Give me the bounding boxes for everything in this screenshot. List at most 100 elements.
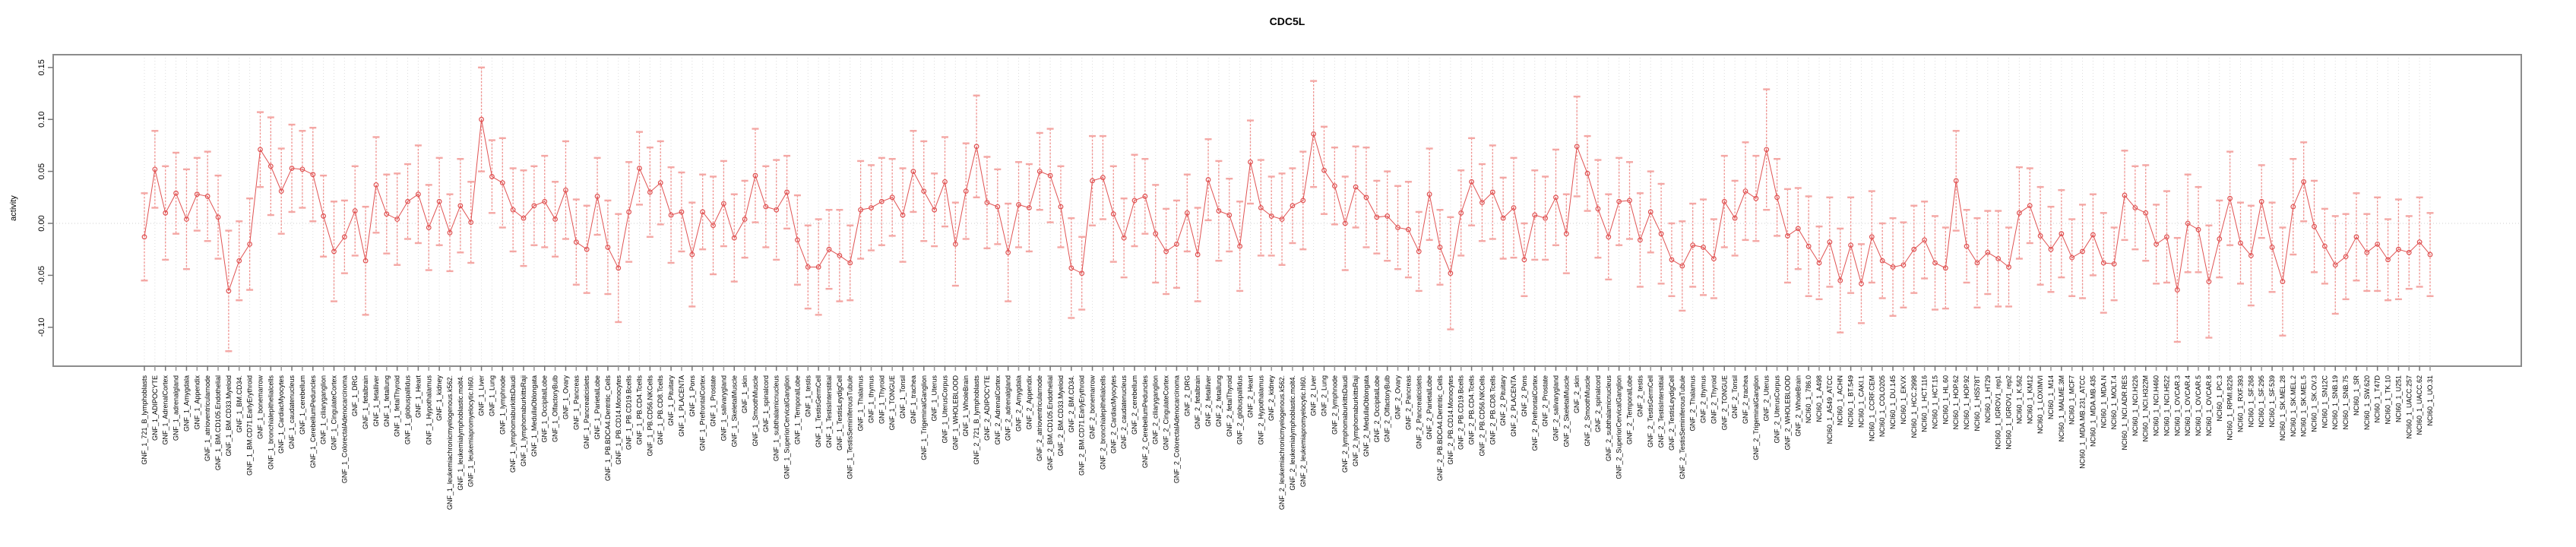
data-point	[1131, 198, 1138, 204]
svg-text:GNF_1_OccipitalLobe: GNF_1_OccipitalLobe	[541, 375, 549, 443]
svg-text:GNF_1_TestisGermCell: GNF_1_TestisGermCell	[815, 375, 822, 447]
data-point	[973, 144, 979, 150]
svg-text:GNF_2_fetallung: GNF_2_fetallung	[1215, 375, 1223, 427]
data-point	[2143, 210, 2149, 216]
svg-text:GNF_2_AdrenalCortex: GNF_2_AdrenalCortex	[994, 375, 1002, 445]
data-point	[258, 147, 263, 153]
svg-text:GNF_2_OlfactoryBulb: GNF_2_OlfactoryBulb	[1384, 375, 1391, 442]
svg-text:GNF_1_ADIPOCYTE: GNF_1_ADIPOCYTE	[151, 375, 159, 441]
data-point	[1342, 220, 1348, 226]
data-point	[921, 188, 927, 194]
data-point	[605, 245, 611, 250]
svg-text:GNF_2_ciliaryganglion: GNF_2_ciliaryganglion	[1152, 375, 1160, 444]
data-point	[2059, 231, 2065, 237]
svg-text:NCI60_1_IGROV1_rep1: NCI60_1_IGROV1_rep1	[1995, 375, 2002, 450]
svg-text:GNF_1_thymus: GNF_1_thymus	[867, 375, 875, 424]
svg-text:GNF_1_Uterus: GNF_1_Uterus	[931, 375, 938, 422]
svg-text:GNF_1_PrefrontalCortex: GNF_1_PrefrontalCortex	[699, 375, 707, 451]
data-point	[2312, 223, 2317, 229]
svg-text:GNF_1_SkeletalMuscle: GNF_1_SkeletalMuscle	[730, 375, 738, 447]
svg-text:NCI60_1_HCC.2998: NCI60_1_HCC.2998	[1910, 375, 1918, 438]
data-point	[542, 198, 548, 204]
data-point	[236, 258, 242, 264]
data-point	[2238, 240, 2243, 246]
svg-text:NCI60_1_MOLT.4: NCI60_1_MOLT.4	[2110, 375, 2118, 429]
data-point	[1995, 256, 2002, 261]
data-point	[457, 203, 464, 209]
data-point	[1500, 215, 1506, 221]
data-point	[1363, 194, 1369, 201]
data-point	[742, 217, 748, 222]
data-point	[2301, 179, 2307, 185]
y-axis: 0.15 0.10 0.05 0.00 -0.05 -0.10	[37, 59, 53, 337]
data-point	[1805, 243, 1812, 249]
svg-text:GNF_1_Liver: GNF_1_Liver	[478, 375, 486, 416]
data-point	[2375, 241, 2381, 247]
data-point	[1974, 260, 1980, 266]
svg-text:GNF_1_Pancreaticislets: GNF_1_Pancreaticislets	[583, 375, 590, 450]
data-point	[1953, 178, 1959, 184]
data-point	[2332, 262, 2338, 268]
data-point	[1859, 280, 1864, 286]
svg-text:GNF_2_trachea: GNF_2_trachea	[1742, 375, 1749, 424]
data-point	[1374, 214, 1380, 220]
svg-text:GNF_1_PLACENTA: GNF_1_PLACENTA	[678, 375, 685, 437]
data-point	[1184, 210, 1190, 216]
svg-text:-0.10: -0.10	[37, 318, 46, 337]
data-point	[984, 200, 990, 206]
data-point	[1721, 198, 1727, 204]
data-point	[763, 204, 769, 210]
svg-text:GNF_1_OlfactoryBulb: GNF_1_OlfactoryBulb	[552, 375, 559, 442]
svg-text:GNF_2_fetalliver: GNF_2_fetalliver	[1204, 375, 1212, 427]
svg-text:GNF_2_ColorectalAdenocarcinoma: GNF_2_ColorectalAdenocarcinoma	[1172, 375, 1180, 483]
svg-text:NCI60_1_MALME.3M: NCI60_1_MALME.3M	[2058, 375, 2065, 442]
data-point	[963, 188, 969, 194]
svg-text:GNF_1_BM.CD34.: GNF_1_BM.CD34.	[236, 375, 243, 433]
svg-text:GNF_2_skin: GNF_2_skin	[1573, 375, 1581, 413]
svg-text:NCI60_1_SW.620: NCI60_1_SW.620	[2363, 375, 2371, 430]
svg-text:GNF_1_atrioventricularnode: GNF_1_atrioventricularnode	[204, 375, 211, 461]
data-point	[1216, 208, 1222, 213]
svg-text:NCI60_1_HL.60: NCI60_1_HL.60	[1941, 375, 1949, 425]
svg-text:GNF_1_bronchialepithelialcells: GNF_1_bronchialepithelialcells	[267, 375, 274, 470]
data-point	[1385, 213, 1391, 219]
data-point	[1785, 233, 1790, 239]
data-point	[384, 211, 390, 217]
data-point	[267, 163, 274, 169]
data-point	[1679, 263, 1685, 269]
data-point	[1890, 264, 1896, 270]
svg-text:NCI60_1_SR: NCI60_1_SR	[2353, 375, 2360, 416]
data-point	[510, 207, 516, 213]
data-point	[1647, 209, 1654, 215]
data-point	[2385, 257, 2391, 263]
svg-text:NCI60_1_NCI.H226: NCI60_1_NCI.H226	[2131, 375, 2139, 436]
svg-text:GNF_2_bronchialepithelialcells: GNF_2_bronchialepithelialcells	[1099, 375, 1106, 470]
data-point	[1079, 270, 1085, 277]
data-point	[995, 204, 1001, 210]
svg-text:NCI60_1_HOP.62: NCI60_1_HOP.62	[1952, 375, 1960, 429]
data-point	[1732, 215, 1738, 221]
data-point	[1047, 172, 1053, 179]
data-point	[657, 180, 663, 186]
data-point	[1300, 198, 1306, 204]
data-point	[858, 207, 863, 213]
data-point	[1563, 231, 1569, 237]
svg-text:GNF_2_lymphnode: GNF_2_lymphnode	[1331, 375, 1338, 435]
data-point	[573, 239, 579, 245]
svg-text:NCI60_1_UACC.257: NCI60_1_UACC.257	[2405, 375, 2413, 439]
data-point	[594, 194, 600, 199]
data-point	[1669, 257, 1675, 263]
svg-text:GNF_2_Pancreas: GNF_2_Pancreas	[1404, 375, 1412, 431]
data-point	[489, 174, 495, 179]
svg-text:GNF_2_atrioventricularnode: GNF_2_atrioventricularnode	[1036, 375, 1043, 461]
data-point	[1005, 249, 1011, 255]
svg-text:GNF_1_globuspallidus: GNF_1_globuspallidus	[404, 375, 412, 445]
data-point	[1237, 243, 1243, 249]
svg-text:GNF_2_WholeBrain: GNF_2_WholeBrain	[1794, 375, 1802, 437]
svg-text:GNF_2_Uterus: GNF_2_Uterus	[1763, 375, 1771, 422]
data-point	[1068, 265, 1074, 271]
svg-text:GNF_2_PB.CD56.NKCells: GNF_2_PB.CD56.NKCells	[1478, 375, 1486, 457]
svg-text:GNF_1_UterusCorpus: GNF_1_UterusCorpus	[941, 375, 948, 444]
svg-text:GNF_2_testis: GNF_2_testis	[1636, 375, 1644, 418]
